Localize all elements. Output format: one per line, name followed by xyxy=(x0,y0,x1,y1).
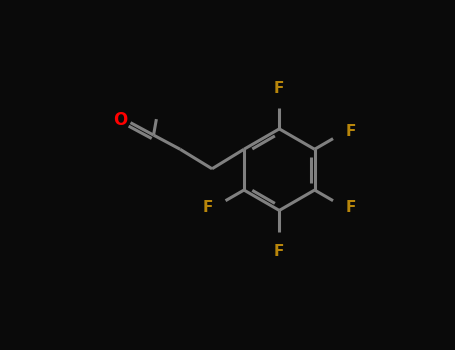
Text: F: F xyxy=(345,124,356,139)
Text: F: F xyxy=(345,200,356,215)
Text: F: F xyxy=(202,200,213,215)
Text: O: O xyxy=(113,111,127,129)
Text: F: F xyxy=(274,244,284,259)
Text: F: F xyxy=(274,80,284,96)
